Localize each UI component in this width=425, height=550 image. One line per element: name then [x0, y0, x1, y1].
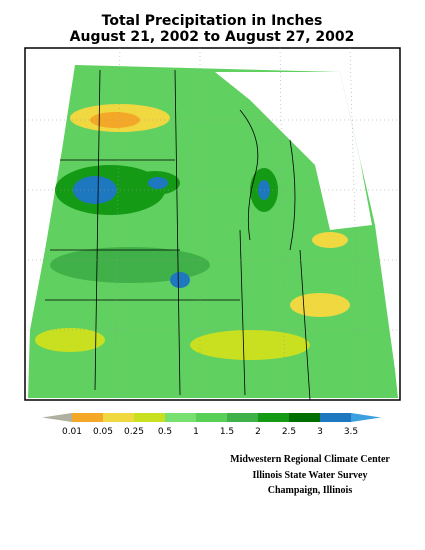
legend-swatch — [258, 413, 289, 422]
legend: 0.01 0.05 0.25 0.5 1 1.5 2 2.5 3 3.5 — [42, 413, 381, 437]
legend-swatch — [227, 413, 258, 422]
map — [28, 47, 398, 401]
title-line: August 21, 2002 to August 27, 2002 — [70, 29, 355, 45]
legend-label: 2 — [255, 427, 261, 437]
legend-label: 0.01 — [62, 427, 82, 437]
legend-label: 3.5 — [344, 427, 358, 437]
legend-swatch — [165, 413, 196, 422]
legend-swatch — [196, 413, 227, 422]
legend-arrow — [42, 413, 72, 422]
legend-label: 0.25 — [124, 427, 144, 437]
legend-swatch — [289, 413, 320, 422]
legend-arrow — [351, 413, 381, 422]
legend-swatch — [320, 413, 351, 422]
legend-swatch — [134, 413, 165, 422]
legend-label: 0.5 — [158, 427, 172, 437]
legend-label: 2.5 — [282, 427, 296, 437]
credit: Illinois State Water Survey — [253, 470, 368, 481]
legend-label: 1 — [193, 427, 199, 437]
legend-label: 3 — [317, 427, 323, 437]
legend-swatch — [72, 413, 103, 422]
legend-swatch — [103, 413, 134, 422]
legend-label: 0.05 — [93, 427, 113, 437]
title-line: Total Precipitation in Inches — [102, 13, 323, 29]
credit: Champaign, Illinois — [268, 485, 353, 496]
credit: Midwestern Regional Climate Center — [230, 454, 390, 465]
legend-label: 1.5 — [220, 427, 234, 437]
